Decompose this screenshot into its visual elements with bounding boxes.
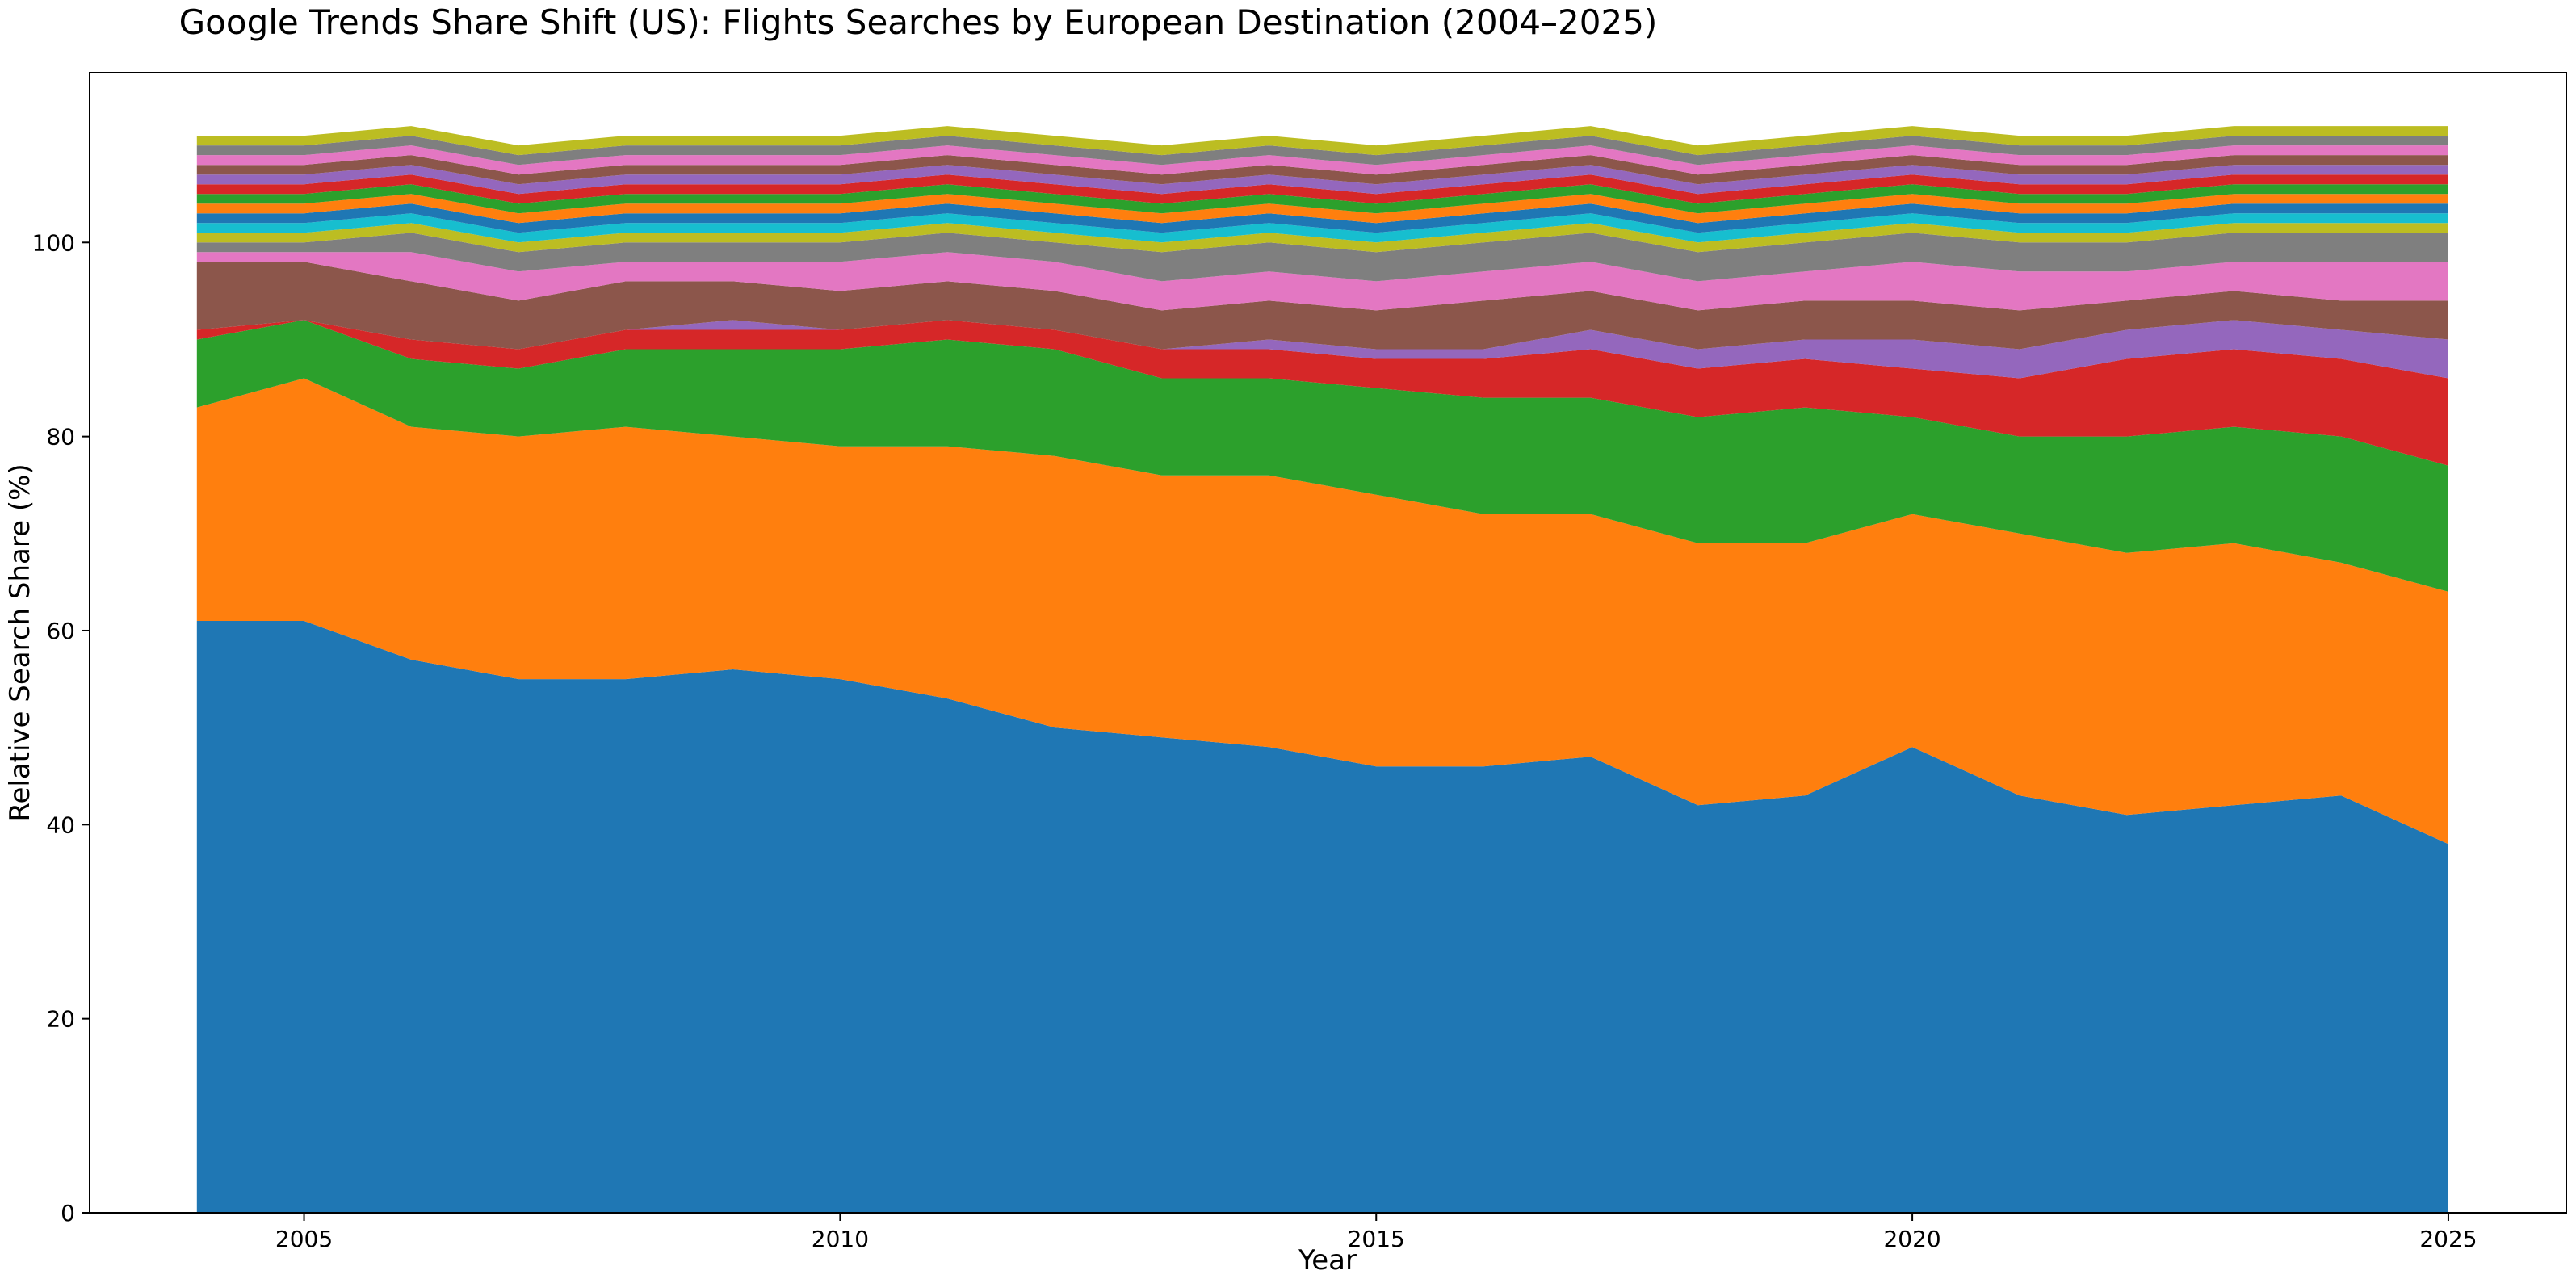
y-tick-label: 40 — [46, 811, 75, 838]
x-axis: 2005 2010 2015 2020 2025 — [275, 1213, 2477, 1252]
y-axis: 0 20 40 60 80 100 — [32, 229, 90, 1226]
y-tick-label: 80 — [46, 424, 75, 451]
chart-title: Google Trends Share Shift (US): Flights … — [179, 2, 1658, 42]
area-series-1 — [196, 621, 2448, 1213]
y-tick-label: 20 — [46, 1006, 75, 1033]
x-tick-label: 2025 — [2419, 1226, 2477, 1252]
x-axis-label: Year — [1298, 1244, 1357, 1277]
area-series-9 — [196, 223, 2448, 253]
area-series-10 — [196, 213, 2448, 243]
area-series-18 — [196, 136, 2448, 166]
area-series-16 — [196, 155, 2448, 185]
area-series-13 — [196, 184, 2448, 214]
x-tick-label: 2010 — [812, 1226, 869, 1252]
area-series-14 — [196, 174, 2448, 204]
y-tick-label: 60 — [46, 618, 75, 644]
area-series-3 — [196, 320, 2448, 592]
area-series-2 — [196, 378, 2448, 845]
area-series-17 — [196, 145, 2448, 175]
area-series-19 — [196, 126, 2448, 156]
y-tick-label: 0 — [61, 1200, 75, 1226]
stacked-areas — [196, 126, 2448, 1213]
area-series-5 — [196, 320, 2448, 379]
x-tick-label: 2015 — [1348, 1226, 1405, 1252]
area-series-15 — [196, 165, 2448, 195]
y-tick-label: 100 — [32, 229, 75, 256]
area-series-12 — [196, 194, 2448, 224]
x-tick-label: 2005 — [275, 1226, 333, 1252]
area-series-11 — [196, 203, 2448, 233]
area-series-7 — [196, 252, 2448, 311]
area-series-4 — [196, 320, 2448, 466]
y-axis-label: Relative Search Share (%) — [4, 463, 36, 821]
x-tick-label: 2020 — [1883, 1226, 1940, 1252]
plot-frame — [89, 72, 2567, 1214]
area-series-6 — [196, 262, 2448, 350]
area-series-8 — [196, 233, 2448, 282]
